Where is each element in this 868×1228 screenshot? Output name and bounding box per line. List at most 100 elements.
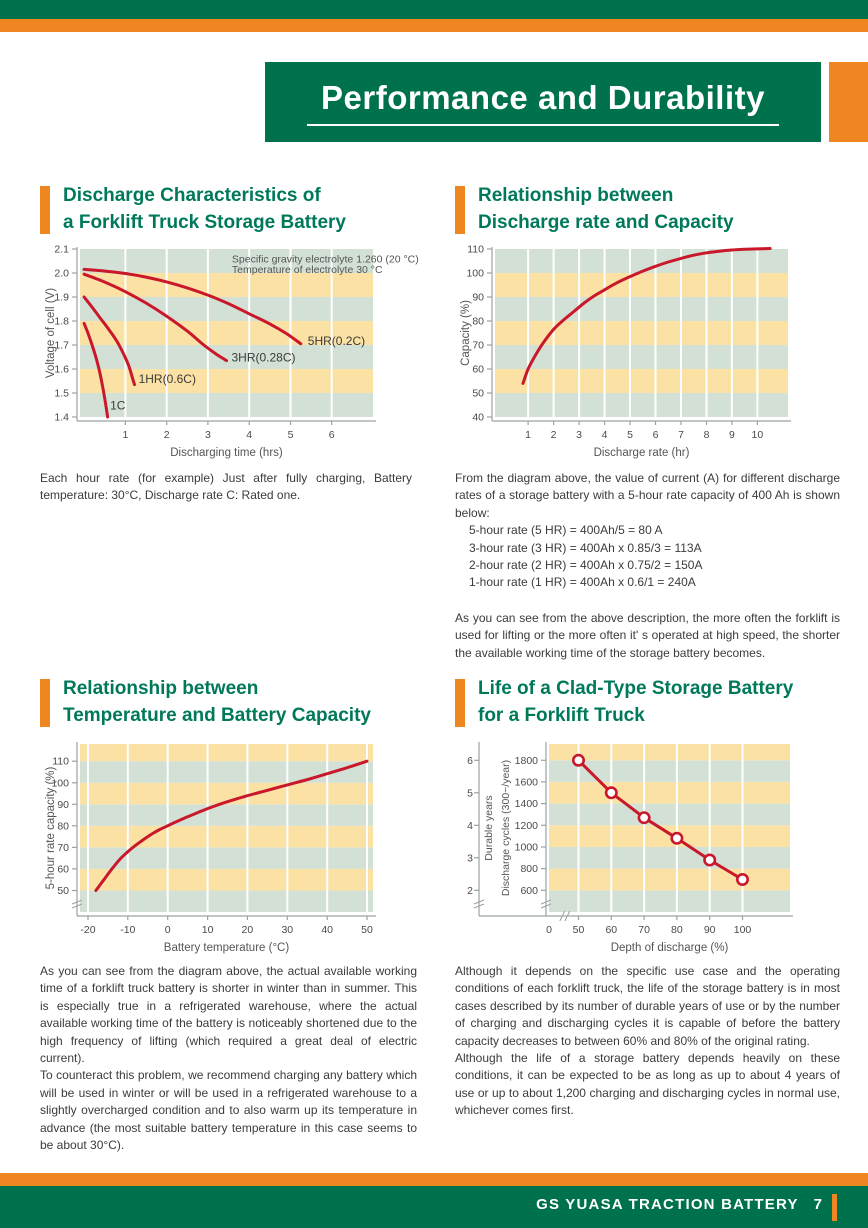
svg-text:40: 40 (321, 924, 333, 936)
svg-text:1000: 1000 (515, 842, 539, 854)
discharge-rate-capacity-chart-svg: 40 50 60 70 80 90 100 110 1 2 3 4 5 6 7 8 9 10 Capacity (%… (460, 244, 791, 459)
svg-text:80: 80 (57, 820, 69, 832)
discharge-rate-capacity-text: From the diagram above, the value of cur… (455, 470, 840, 662)
list-item: 5-hour rate (5 HR) = 400Ah/5 = 80 A (469, 523, 663, 538)
svg-text:5: 5 (288, 429, 294, 441)
svg-text:Specific gravity electrolyte 1: Specific gravity electrolyte 1.260 (20 °… (232, 253, 419, 265)
svg-text:80: 80 (472, 316, 484, 328)
top-bar-green (0, 0, 868, 19)
svg-text:Durable years: Durable years (483, 795, 495, 860)
svg-text:800: 800 (520, 863, 538, 875)
svg-text:110: 110 (52, 756, 69, 768)
svg-text:1.9: 1.9 (54, 292, 69, 304)
svg-text:5HR(0.2C): 5HR(0.2C) (308, 334, 365, 348)
svg-text:10: 10 (202, 924, 214, 936)
svg-text:8: 8 (704, 429, 710, 441)
svg-text:1.4: 1.4 (54, 412, 69, 424)
section-title-line: Relationship between (478, 185, 674, 206)
battery-life-text: Although it depends on the specific use … (455, 963, 840, 1120)
svg-text:70: 70 (638, 924, 650, 936)
svg-text:5-hour rate capacity (%): 5-hour rate capacity (%) (45, 766, 57, 889)
svg-text:2: 2 (551, 429, 557, 441)
svg-text:4: 4 (467, 820, 473, 832)
list-item: 3-hour rate (3 HR) = 400Ah x 0.85/3 = 11… (469, 540, 702, 555)
svg-text:1: 1 (122, 429, 128, 441)
svg-text:40: 40 (472, 412, 484, 424)
section-title-line: a Forklift Truck Storage Battery (63, 211, 346, 233)
svg-text:100: 100 (734, 924, 752, 936)
svg-text:60: 60 (57, 863, 69, 875)
footer-bar-green (0, 1186, 868, 1228)
svg-text:1.7: 1.7 (54, 340, 69, 352)
section-title-line: Discharge Characteristics of (63, 185, 321, 206)
svg-text:50: 50 (472, 388, 484, 400)
paragraph: Each hour rate (for example) Just after … (40, 471, 412, 503)
svg-text:Capacity (%): Capacity (%) (460, 300, 472, 366)
section-heading-discharge-characteristics: Discharge Characteristics of a Forklift … (40, 183, 346, 237)
top-bar-orange (0, 19, 868, 32)
paragraph: Although the life of a storage battery d… (455, 1050, 840, 1118)
svg-text:100: 100 (51, 777, 69, 789)
section-accent-bar (40, 186, 50, 234)
svg-text:9: 9 (729, 429, 735, 441)
svg-text:4: 4 (246, 429, 252, 441)
temperature-capacity-chart: 50 60 70 80 90 100 110 -20 -10 0 10 20 30 40 50 5-hour … (40, 739, 435, 959)
svg-text:2.1: 2.1 (54, 244, 69, 256)
svg-text:600: 600 (520, 885, 538, 897)
section-title-line: for a Forklift Truck (478, 704, 645, 726)
section-accent-bar (455, 186, 465, 234)
section-title-line: Temperature and Battery Capacity (63, 704, 371, 726)
svg-text:5: 5 (627, 429, 633, 441)
section-title-line: Life of a Clad-Type Storage Battery (478, 678, 794, 699)
svg-text:3: 3 (576, 429, 582, 441)
discharge-characteristics-chart-svg: 1.4 1.5 1.6 1.7 1.8 1.9 2.0 2.1 1 2 3 4 5 6 Voltage of… (45, 244, 419, 460)
svg-text:5: 5 (467, 787, 473, 799)
svg-text:6: 6 (467, 755, 473, 767)
svg-text:1400: 1400 (515, 798, 539, 810)
footer-bar-orange (0, 1173, 868, 1186)
svg-text:1.5: 1.5 (54, 388, 69, 400)
svg-text:1HR(0.6C): 1HR(0.6C) (139, 372, 196, 386)
temperature-capacity-text: As you can see from the diagram above, t… (40, 963, 417, 1154)
svg-text:2.0: 2.0 (54, 268, 69, 280)
svg-text:80: 80 (671, 924, 683, 936)
svg-text:60: 60 (472, 364, 484, 376)
svg-text:70: 70 (57, 842, 69, 854)
paragraph: To counteract this problem, we recommend… (40, 1068, 417, 1152)
page-title: Performance and Durability (307, 79, 779, 126)
svg-text:2: 2 (164, 429, 170, 441)
svg-text:50: 50 (57, 885, 69, 897)
section-accent-bar (455, 679, 465, 727)
svg-text:Discharge rate (hr): Discharge rate (hr) (594, 447, 690, 459)
svg-text:10: 10 (752, 429, 764, 441)
svg-text:Depth of discharge (%): Depth of discharge (%) (611, 942, 729, 954)
svg-text:1600: 1600 (515, 776, 539, 788)
svg-text:90: 90 (57, 799, 69, 811)
svg-text:30: 30 (281, 924, 293, 936)
footer-text: GS YUASA TRACTION BATTERY 7 (536, 1196, 822, 1213)
svg-text:-20: -20 (80, 924, 95, 936)
svg-text:70: 70 (472, 340, 484, 352)
battery-life-chart: 600 800 1000 1200 1400 1600 1800 2 3 4 5 6 Durable y… (455, 739, 850, 959)
paragraph: As you can see from the diagram above, t… (40, 964, 417, 1065)
paragraph: Although it depends on the specific use … (455, 964, 840, 1048)
svg-text:2: 2 (467, 885, 473, 897)
section-heading-battery-life: Life of a Clad-Type Storage Battery for … (455, 676, 793, 730)
svg-text:1.6: 1.6 (54, 364, 69, 376)
page-header: Performance and Durability (265, 62, 821, 142)
svg-text:1800: 1800 (515, 755, 539, 767)
paragraph: From the diagram above, the value of cur… (455, 471, 840, 520)
svg-text:0: 0 (165, 924, 171, 936)
paragraph: As you can see from the above descriptio… (455, 610, 840, 660)
section-heading-discharge-rate-capacity: Relationship between Discharge rate and … (455, 183, 734, 237)
section-title-line: Relationship between (63, 678, 259, 699)
svg-text:1C: 1C (110, 398, 126, 412)
svg-text:100: 100 (466, 268, 484, 280)
svg-text:90: 90 (472, 292, 484, 304)
svg-text:110: 110 (467, 244, 484, 256)
svg-text:1.8: 1.8 (54, 316, 69, 328)
discharge-characteristics-caption: Each hour rate (for example) Just after … (40, 470, 412, 505)
section-title-line: Discharge rate and Capacity (478, 211, 734, 233)
